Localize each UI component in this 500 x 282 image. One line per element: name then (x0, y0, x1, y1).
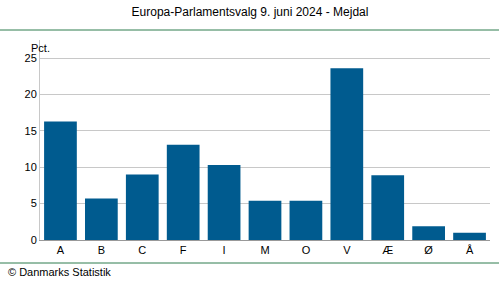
svg-text:F: F (180, 244, 187, 256)
svg-text:I: I (223, 244, 226, 256)
svg-text:25: 25 (25, 52, 37, 64)
svg-text:Pct.: Pct. (31, 42, 50, 54)
svg-text:C: C (138, 244, 146, 256)
svg-text:Å: Å (466, 244, 474, 256)
svg-text:Ø: Ø (424, 244, 433, 256)
svg-text:Æ: Æ (382, 244, 393, 256)
svg-text:O: O (302, 244, 311, 256)
svg-text:0: 0 (31, 234, 37, 246)
svg-text:15: 15 (25, 125, 37, 137)
svg-text:V: V (343, 244, 351, 256)
svg-text:© Danmarks Statistik: © Danmarks Statistik (8, 266, 111, 278)
svg-text:10: 10 (25, 161, 37, 173)
svg-text:B: B (98, 244, 105, 256)
svg-text:M: M (260, 244, 269, 256)
svg-text:A: A (57, 244, 65, 256)
svg-text:Europa-Parlamentsvalg 9. juni: Europa-Parlamentsvalg 9. juni 2024 - Mej… (132, 5, 369, 19)
svg-text:5: 5 (31, 197, 37, 209)
svg-text:20: 20 (25, 88, 37, 100)
